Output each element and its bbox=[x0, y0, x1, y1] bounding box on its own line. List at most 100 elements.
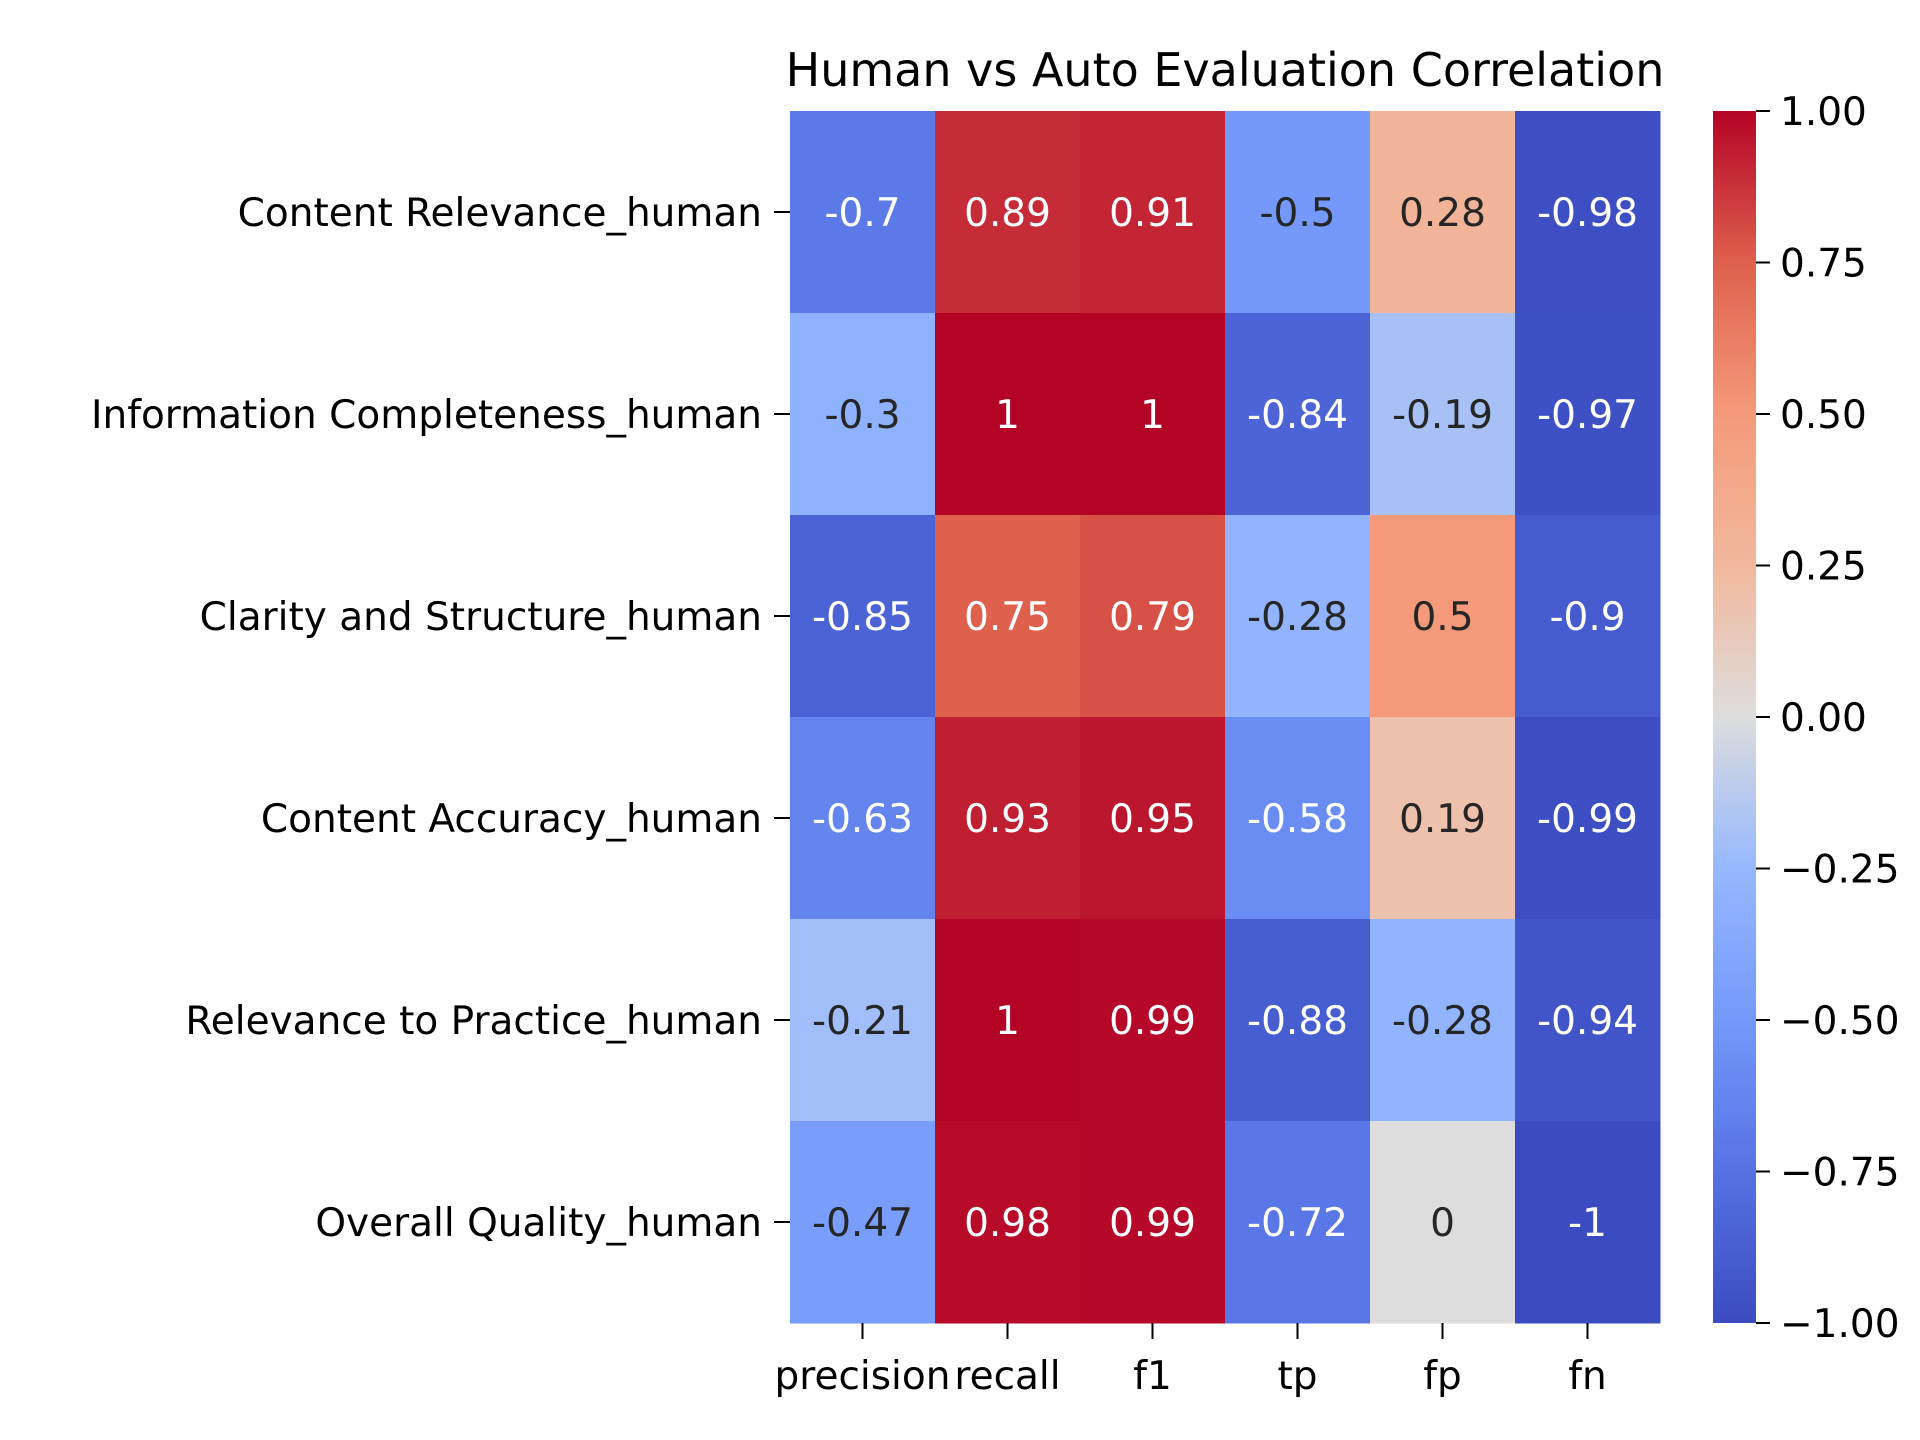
heatmap-cell bbox=[1080, 919, 1226, 1122]
row-labels: Content Relevance_human Information Compl… bbox=[91, 191, 790, 1246]
heatmap-cell-label: -0.85 bbox=[812, 595, 913, 640]
heatmap-cell bbox=[1225, 919, 1371, 1122]
heatmap-cell-label: -0.7 bbox=[824, 191, 900, 236]
colorbar-tick-label: −0.50 bbox=[1780, 999, 1900, 1044]
row-label: Relevance to Practice_human bbox=[185, 999, 762, 1044]
heatmap-cell bbox=[1080, 515, 1226, 718]
column-label: f1 bbox=[1133, 1354, 1172, 1399]
heatmap-cell-label: -1 bbox=[1568, 1201, 1607, 1246]
heatmap-cell-label: 0.5 bbox=[1411, 595, 1473, 640]
heatmap-cell bbox=[1225, 313, 1371, 516]
heatmap-cell-label: -0.3 bbox=[824, 393, 900, 438]
heatmap-cell-label: -0.98 bbox=[1537, 191, 1638, 236]
heatmap-cell-label: -0.19 bbox=[1392, 393, 1493, 438]
heatmap-cell-label: 0.99 bbox=[1109, 1201, 1196, 1246]
colorbar-tick-label: 1.00 bbox=[1780, 90, 1867, 135]
heatmap-cell-label: -0.21 bbox=[812, 999, 913, 1044]
heatmap-cell bbox=[935, 515, 1081, 718]
heatmap-cell bbox=[1515, 919, 1661, 1122]
heatmap-cell bbox=[790, 1121, 936, 1324]
heatmap-cell-label: -0.58 bbox=[1247, 797, 1348, 842]
heatmap-cell-label: 0.89 bbox=[964, 191, 1051, 236]
chart-title: Human vs Auto Evaluation Correlation bbox=[786, 43, 1665, 97]
heatmap-cell bbox=[1370, 717, 1516, 920]
heatmap-cell bbox=[1225, 515, 1371, 718]
row-label: Content Accuracy_human bbox=[261, 797, 762, 842]
heatmap-cell-label: -0.63 bbox=[812, 797, 913, 842]
colorbar-tick-label: −0.75 bbox=[1780, 1151, 1900, 1196]
heatmap-cell-label: -0.28 bbox=[1392, 999, 1493, 1044]
heatmap-cell bbox=[1370, 111, 1516, 314]
heatmap-cell bbox=[1080, 1121, 1226, 1324]
heatmap-cell-label: -0.28 bbox=[1247, 595, 1348, 640]
heatmap-cell-label: -0.72 bbox=[1247, 1201, 1348, 1246]
heatmap-cell bbox=[935, 717, 1081, 920]
heatmap-cell-label: 1 bbox=[995, 999, 1020, 1044]
column-label: tp bbox=[1277, 1354, 1317, 1399]
heatmap-cell bbox=[1370, 515, 1516, 718]
heatmap-cell bbox=[1515, 717, 1661, 920]
heatmap-cell-label: 0.19 bbox=[1399, 797, 1486, 842]
heatmap-cell-label: 0.98 bbox=[964, 1201, 1051, 1246]
heatmap-cell bbox=[1370, 1121, 1516, 1324]
heatmap-cell-label: -0.94 bbox=[1537, 999, 1638, 1044]
heatmap-cell-label: -0.9 bbox=[1549, 595, 1625, 640]
column-labels: precision recall f1 tp fp fn bbox=[775, 1323, 1607, 1399]
colorbar-gradient bbox=[1713, 111, 1756, 1323]
heatmap-cell-label: -0.5 bbox=[1259, 191, 1335, 236]
heatmap-cell-label: -0.84 bbox=[1247, 393, 1348, 438]
row-label: Clarity and Structure_human bbox=[200, 595, 762, 640]
heatmap-cell bbox=[935, 111, 1081, 314]
row-label: Content Relevance_human bbox=[238, 191, 762, 236]
column-label: precision bbox=[775, 1354, 951, 1399]
heatmap-cell-label: 1 bbox=[1140, 393, 1165, 438]
heatmap-cell-label: 1 bbox=[995, 393, 1020, 438]
colorbar-tick-label: 0.25 bbox=[1780, 545, 1867, 590]
heatmap-cell bbox=[790, 313, 936, 516]
heatmap-cell-label: 0.75 bbox=[964, 595, 1051, 640]
colorbar-tick-label: 0.50 bbox=[1780, 393, 1867, 438]
heatmap-cell-label: 0 bbox=[1430, 1201, 1455, 1246]
column-label: recall bbox=[954, 1354, 1060, 1399]
heatmap-cell-label: -0.99 bbox=[1537, 797, 1638, 842]
row-label: Information Completeness_human bbox=[91, 393, 762, 438]
heatmap-cell bbox=[790, 919, 936, 1122]
heatmap-cell bbox=[790, 111, 936, 314]
heatmap-cell-label: 0.79 bbox=[1109, 595, 1196, 640]
heatmap-cell bbox=[935, 313, 1081, 516]
heatmap-cell bbox=[1370, 919, 1516, 1122]
heatmap-cell-label: -0.47 bbox=[812, 1201, 913, 1246]
row-label: Overall Quality_human bbox=[315, 1201, 762, 1246]
heatmap-cell-labels: -0.7 0.89 0.91 -0.5 0.28 -0.98 -0.3 1 1 -0.84 -0.1… bbox=[812, 191, 1638, 1246]
heatmap-cell-label: -0.97 bbox=[1537, 393, 1638, 438]
heatmap-cell-label: 0.91 bbox=[1109, 191, 1196, 236]
heatmap-cell bbox=[1225, 1121, 1371, 1324]
heatmap-cell bbox=[1080, 717, 1226, 920]
heatmap-cell-label: 0.99 bbox=[1109, 999, 1196, 1044]
heatmap-cell bbox=[1515, 515, 1661, 718]
column-label: fn bbox=[1568, 1354, 1606, 1399]
heatmap-cell bbox=[1080, 111, 1226, 314]
colorbar-tick-label: −0.25 bbox=[1780, 848, 1900, 893]
heatmap-cell bbox=[1515, 313, 1661, 516]
colorbar: 1.00 0.75 0.50 0.25 0.00 −0.25 −0.50 −0.75 −1.00 bbox=[1713, 90, 1900, 1347]
heatmap-cells bbox=[790, 111, 1661, 1324]
heatmap-cell bbox=[935, 919, 1081, 1122]
heatmap-cell bbox=[1515, 111, 1661, 314]
colorbar-tick-label: 0.00 bbox=[1780, 696, 1867, 741]
heatmap-cell-label: -0.88 bbox=[1247, 999, 1348, 1044]
heatmap-cell bbox=[935, 1121, 1081, 1324]
heatmap-cell-label: 0.95 bbox=[1109, 797, 1196, 842]
heatmap-cell bbox=[1080, 313, 1226, 516]
heatmap-cell bbox=[1370, 313, 1516, 516]
heatmap-cell bbox=[790, 515, 936, 718]
heatmap-cell bbox=[1515, 1121, 1661, 1324]
colorbar-tick-label: −1.00 bbox=[1780, 1302, 1900, 1347]
heatmap-cell-label: 0.28 bbox=[1399, 191, 1486, 236]
heatmap-cell-label: 0.93 bbox=[964, 797, 1051, 842]
heatmap-cell bbox=[790, 717, 936, 920]
heatmap-cell bbox=[1225, 111, 1371, 314]
heatmap-cell bbox=[1225, 717, 1371, 920]
colorbar-tick-label: 0.75 bbox=[1780, 242, 1867, 287]
